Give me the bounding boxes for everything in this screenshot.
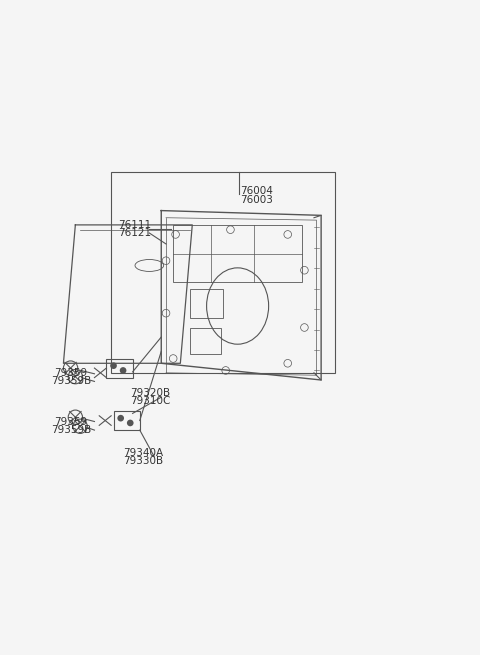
Bar (114, 411, 140, 430)
Bar (173, 225, 302, 282)
Text: 76004: 76004 (240, 187, 273, 196)
Text: 79340A: 79340A (123, 447, 163, 458)
Bar (107, 358, 132, 378)
Text: 79320B: 79320B (130, 388, 170, 398)
Circle shape (110, 362, 117, 369)
Circle shape (127, 420, 133, 426)
Text: 76111: 76111 (118, 220, 151, 230)
Text: 79310C: 79310C (130, 396, 170, 407)
Text: 76003: 76003 (240, 195, 273, 204)
Bar (190, 290, 223, 318)
Text: 79330B: 79330B (123, 456, 163, 466)
Text: 79359B: 79359B (51, 424, 92, 435)
Text: 79359: 79359 (54, 417, 87, 426)
Bar (111, 172, 336, 373)
Text: 76121: 76121 (118, 228, 151, 238)
Bar (190, 328, 221, 354)
Circle shape (120, 367, 126, 374)
Text: 79359B: 79359B (51, 376, 92, 386)
Circle shape (117, 415, 124, 422)
Text: 79359: 79359 (54, 368, 87, 378)
